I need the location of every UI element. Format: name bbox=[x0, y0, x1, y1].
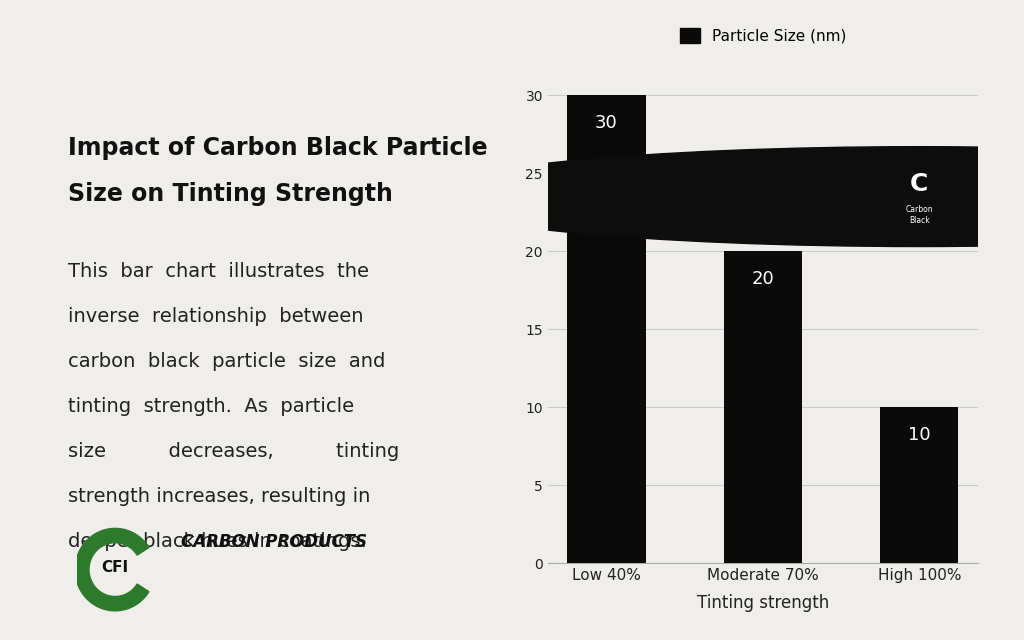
Bar bbox=[724, 251, 802, 563]
Bar bbox=[567, 95, 645, 563]
Text: Size on Tinting Strength: Size on Tinting Strength bbox=[69, 182, 393, 205]
Text: 10: 10 bbox=[908, 426, 931, 444]
Text: strength increases, resulting in: strength increases, resulting in bbox=[69, 487, 371, 506]
Text: size          decreases,          tinting: size decreases, tinting bbox=[69, 442, 399, 461]
Text: 20: 20 bbox=[752, 270, 774, 288]
Circle shape bbox=[983, 142, 1024, 159]
Polygon shape bbox=[75, 529, 148, 611]
Text: CFI: CFI bbox=[101, 560, 129, 575]
Text: CARBON PRODUCTS: CARBON PRODUCTS bbox=[181, 532, 368, 551]
Text: tinting  strength.  As  particle: tinting strength. As particle bbox=[69, 397, 354, 416]
Bar bbox=[881, 407, 958, 563]
Text: C: C bbox=[910, 172, 929, 196]
Legend: Particle Size (nm): Particle Size (nm) bbox=[674, 22, 852, 50]
Text: inverse  relationship  between: inverse relationship between bbox=[69, 307, 364, 326]
Text: Carbon
Black: Carbon Black bbox=[905, 205, 933, 225]
Text: carbon  black  particle  size  and: carbon black particle size and bbox=[69, 352, 386, 371]
Text: deeper black hues in coatings.: deeper black hues in coatings. bbox=[69, 532, 368, 551]
Text: Impact of Carbon Black Particle: Impact of Carbon Black Particle bbox=[69, 136, 488, 159]
Text: 30: 30 bbox=[595, 114, 617, 132]
X-axis label: Tinting strength: Tinting strength bbox=[696, 594, 829, 612]
Circle shape bbox=[419, 147, 1024, 246]
Text: This  bar  chart  illustrates  the: This bar chart illustrates the bbox=[69, 262, 370, 282]
